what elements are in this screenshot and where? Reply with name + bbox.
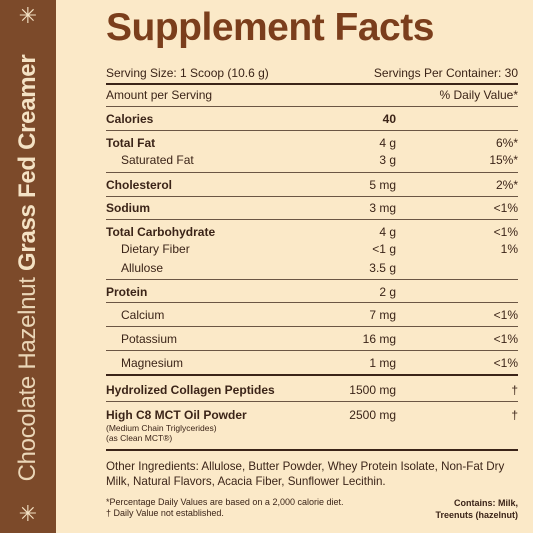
divider	[106, 130, 518, 131]
panel-title: Supplement Facts	[106, 6, 434, 49]
nutrient-amount: 2 g	[379, 285, 396, 299]
mct-note-text: (as Clean MCT®)	[106, 433, 173, 443]
divider	[106, 106, 518, 107]
mct-note-text: (Medium Chain Triglycerides)	[106, 423, 217, 433]
nutrient-name: Calories	[106, 112, 154, 126]
nutrient-amount: 16 mg	[362, 332, 396, 346]
nutrient-amount: 3.5 g	[369, 261, 396, 275]
nutrient-amount: 5 mg	[369, 178, 396, 192]
nutrient-amount: <1 g	[372, 242, 396, 256]
nutrient-dv: 6%*	[495, 136, 518, 150]
nutrient-name: Sodium	[106, 201, 150, 215]
allergen-line: Contains: Milk,	[453, 498, 518, 508]
nutrient-dv: 15%*	[489, 153, 518, 167]
divider	[106, 302, 518, 303]
divider	[106, 279, 518, 280]
nutrient-dv: <1%	[493, 201, 518, 215]
nutrient-name: Hydrolized Collagen Peptides	[106, 383, 275, 397]
nutrient-dv: <1%	[493, 356, 518, 370]
nutrient-dv: <1%	[493, 225, 518, 239]
product-name: Chocolate Hazelnut Grass Fed Creamer	[14, 55, 42, 482]
divider	[106, 219, 518, 220]
divider	[106, 401, 518, 402]
star-icon: ✳	[18, 4, 38, 29]
divider	[106, 374, 518, 376]
serving-size: Serving Size: 1 Scoop (10.6 g)	[106, 66, 269, 80]
nutrient-name: Magnesium	[121, 356, 184, 370]
divider	[106, 83, 518, 85]
nutrient-name: Calcium	[121, 308, 165, 322]
nutrient-name: Protein	[106, 285, 148, 299]
allergen-line: Treenuts (hazelnut)	[435, 510, 518, 520]
nutrient-name: Total Fat	[106, 136, 156, 150]
nutrient-amount: 4 g	[379, 136, 396, 150]
amount-header: Amount per Serving	[106, 88, 213, 102]
nutrient-dv: †	[511, 408, 518, 422]
divider	[106, 449, 518, 451]
nutrient-amount: 7 mg	[369, 308, 396, 322]
nutrient-amount: 1 mg	[369, 356, 396, 370]
nutrient-dv: 2%*	[495, 178, 518, 192]
nutrient-amount: 3 g	[379, 153, 396, 167]
footnote-not-established: † Daily Value not established.	[106, 508, 224, 518]
nutrient-name: Saturated Fat	[121, 153, 194, 167]
nutrient-dv: <1%	[493, 308, 518, 322]
nutrient-name: High C8 MCT Oil Powder	[106, 408, 247, 422]
product-sidebar: ✳ Chocolate Hazelnut Grass Fed Creamer ✳	[0, 0, 56, 533]
nutrient-name: Dietary Fiber	[121, 242, 190, 256]
divider	[106, 350, 518, 351]
product-name-thin: Chocolate Hazelnut	[14, 270, 41, 482]
nutrient-name: Cholesterol	[106, 178, 173, 192]
nutrient-amount: 40	[382, 112, 396, 126]
nutrient-name: Potassium	[121, 332, 178, 346]
nutrient-amount: 1500 mg	[349, 383, 396, 397]
nutrient-name: Total Carbohydrate	[106, 225, 216, 239]
nutrient-amount: 3 mg	[369, 201, 396, 215]
nutrient-amount: 2500 mg	[349, 408, 396, 422]
product-name-bold: Grass Fed Creamer	[14, 54, 41, 271]
nutrient-dv: <1%	[493, 332, 518, 346]
dv-header: % Daily Value*	[439, 88, 518, 102]
divider	[106, 172, 518, 173]
nutrient-amount: 4 g	[379, 225, 396, 239]
nutrient-dv: 1%	[500, 242, 518, 256]
servings-per-container: Servings Per Container: 30	[373, 66, 518, 80]
star-icon: ✳	[18, 502, 38, 527]
nutrient-name: Allulose	[121, 261, 164, 275]
other-ingredients: Other Ingredients: Allulose, Butter Powd…	[106, 460, 505, 488]
divider	[106, 326, 518, 327]
divider	[106, 196, 518, 197]
footnote-daily-values: *Percentage Daily Values are based on a …	[106, 497, 344, 507]
nutrient-dv: †	[511, 383, 518, 397]
allergen-statement: Contains: Milk, Treenuts (hazelnut)	[435, 497, 518, 521]
